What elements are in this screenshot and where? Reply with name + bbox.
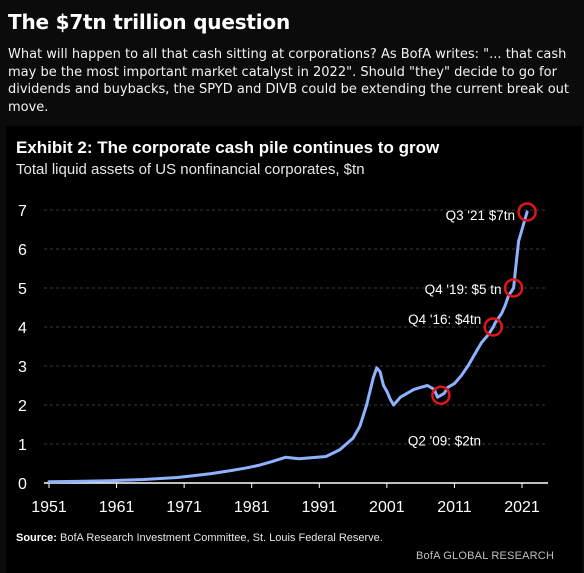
source-text: BofA Research Investment Committee, St. … bbox=[60, 532, 383, 544]
y-tick-label: 6 bbox=[18, 242, 27, 259]
chart-title: Exhibit 2: The corporate cash pile conti… bbox=[16, 138, 440, 157]
annotation-marker bbox=[431, 385, 451, 405]
y-tick-label: 5 bbox=[18, 281, 27, 298]
source-label: Source: bbox=[16, 532, 57, 544]
x-tick-label: 1971 bbox=[166, 499, 202, 516]
annotation-label: Q4 '16: $4tn bbox=[408, 312, 481, 327]
y-tick-label: 4 bbox=[18, 320, 27, 337]
annotation-label: Q2 '09: $2tn bbox=[408, 433, 481, 448]
x-tick-label: 1991 bbox=[301, 499, 337, 516]
chart-credit: BofA GLOBAL RESEARCH bbox=[416, 550, 555, 562]
annotation-marker bbox=[517, 202, 537, 222]
y-tick-label: 7 bbox=[18, 203, 27, 220]
y-tick-label: 3 bbox=[18, 359, 27, 376]
post-title: The $7tn trillion question bbox=[8, 10, 291, 34]
x-tick-label: 2001 bbox=[369, 499, 405, 516]
exhibit-panel: Exhibit 2: The corporate cash pile conti… bbox=[6, 126, 582, 573]
annotation-marker bbox=[503, 278, 524, 298]
x-tick-label: 1951 bbox=[31, 499, 67, 516]
line-chart: 0 1 2 3 4 5 6 7 1951 1961 1971 1981 1991 2001 2011 2021… bbox=[18, 202, 548, 516]
x-tick-label: 2011 bbox=[437, 499, 472, 516]
annotation-label: Q3 '21 $7tn bbox=[446, 208, 515, 223]
chart-source: Source: BofA Research Investment Committ… bbox=[16, 532, 383, 544]
y-tick-label: 1 bbox=[18, 437, 27, 454]
x-tick-label: 1961 bbox=[99, 499, 135, 516]
annotation-marker bbox=[483, 317, 504, 337]
post-description: What will happen to all that cash sittin… bbox=[8, 47, 569, 115]
x-tick-label: 2021 bbox=[504, 499, 540, 516]
y-tick-label: 0 bbox=[18, 476, 27, 493]
series-line bbox=[47, 210, 529, 484]
x-tick-label: 1981 bbox=[234, 499, 270, 516]
y-tick-label: 2 bbox=[18, 398, 27, 415]
chart-subtitle: Total liquid assets of US nonfinancial c… bbox=[16, 161, 365, 178]
annotation-label: Q4 '19: $5 tn bbox=[425, 282, 502, 297]
